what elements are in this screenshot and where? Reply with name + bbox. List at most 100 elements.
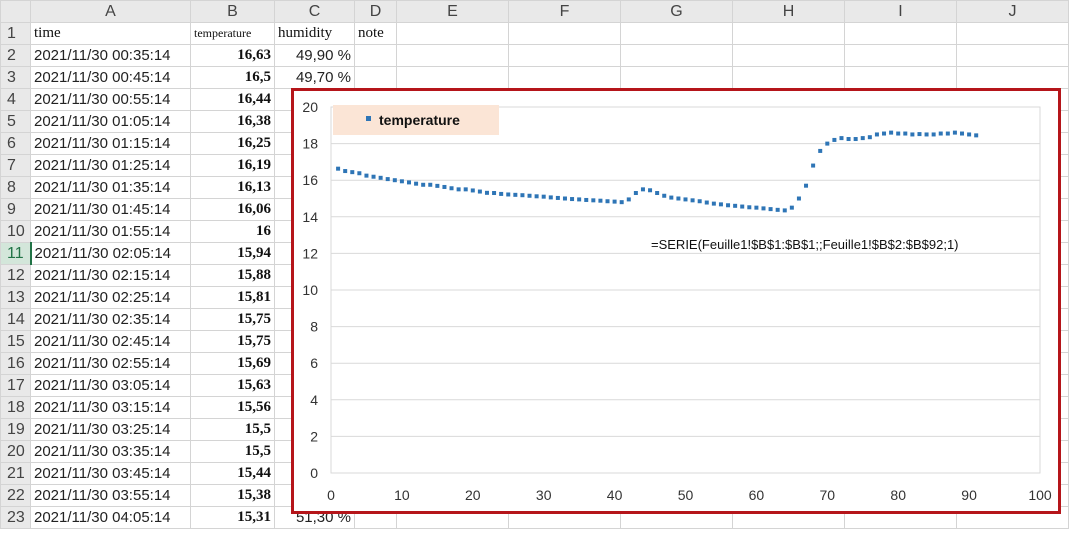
empty-cell[interactable]: [956, 66, 1069, 89]
row-header[interactable]: 15: [0, 330, 31, 353]
data-point[interactable]: [846, 137, 851, 142]
data-point[interactable]: [768, 207, 773, 212]
data-point[interactable]: [336, 166, 341, 171]
data-point[interactable]: [903, 131, 908, 136]
cell-temperature[interactable]: 15,69: [190, 352, 275, 375]
empty-cell[interactable]: [732, 44, 845, 67]
empty-cell[interactable]: [956, 22, 1069, 45]
cell-temperature[interactable]: 15,75: [190, 330, 275, 353]
legend[interactable]: [333, 105, 499, 135]
data-point[interactable]: [867, 135, 872, 140]
data-point[interactable]: [761, 206, 766, 211]
row-header[interactable]: 11: [0, 242, 32, 265]
data-point[interactable]: [414, 181, 419, 186]
column-header-f[interactable]: F: [508, 0, 621, 23]
empty-cell[interactable]: [956, 44, 1069, 67]
cell-time[interactable]: 2021/11/30 03:55:14: [30, 484, 191, 507]
data-point[interactable]: [804, 183, 809, 188]
data-point[interactable]: [917, 132, 922, 137]
row-header[interactable]: 3: [0, 66, 31, 89]
data-point[interactable]: [704, 200, 709, 205]
data-point[interactable]: [492, 191, 497, 196]
data-point[interactable]: [598, 198, 603, 203]
cell-time[interactable]: 2021/11/30 02:35:14: [30, 308, 191, 331]
data-point[interactable]: [357, 171, 362, 176]
row-header[interactable]: 13: [0, 286, 31, 309]
data-point[interactable]: [832, 137, 837, 142]
empty-cell[interactable]: [354, 66, 397, 89]
data-point[interactable]: [789, 205, 794, 210]
data-point[interactable]: [442, 184, 447, 189]
cell-temperature[interactable]: 16,38: [190, 110, 275, 133]
empty-cell[interactable]: [844, 22, 957, 45]
cell-time[interactable]: 2021/11/30 01:25:14: [30, 154, 191, 177]
empty-cell[interactable]: [396, 22, 509, 45]
cell-temperature[interactable]: 15,44: [190, 462, 275, 485]
row-header[interactable]: 10: [0, 220, 31, 243]
row-header[interactable]: 8: [0, 176, 31, 199]
row-header[interactable]: 7: [0, 154, 31, 177]
data-point[interactable]: [619, 200, 624, 205]
cell-note-header[interactable]: note: [354, 22, 397, 45]
column-header-e[interactable]: E: [396, 0, 509, 23]
cell-temperature[interactable]: 15,38: [190, 484, 275, 507]
row-header[interactable]: 22: [0, 484, 31, 507]
cell-time[interactable]: 2021/11/30 00:35:14: [30, 44, 191, 67]
cell-temperature[interactable]: 16,06: [190, 198, 275, 221]
empty-cell[interactable]: [620, 22, 733, 45]
data-point[interactable]: [640, 187, 645, 192]
data-point[interactable]: [669, 195, 674, 200]
cell-temperature[interactable]: 16,5: [190, 66, 275, 89]
cell-temperature[interactable]: 15,56: [190, 396, 275, 419]
data-point[interactable]: [711, 201, 716, 206]
data-point[interactable]: [853, 137, 858, 142]
cell-time[interactable]: 2021/11/30 00:45:14: [30, 66, 191, 89]
empty-cell[interactable]: [844, 44, 957, 67]
data-point[interactable]: [584, 197, 589, 202]
row-header[interactable]: 1: [0, 22, 31, 45]
data-point[interactable]: [931, 132, 936, 137]
column-header-h[interactable]: H: [732, 0, 845, 23]
cell-temperature[interactable]: 16,44: [190, 88, 275, 111]
column-header-g[interactable]: G: [620, 0, 733, 23]
empty-cell[interactable]: [732, 22, 845, 45]
row-header[interactable]: 4: [0, 88, 31, 111]
cell-temperature[interactable]: 16,63: [190, 44, 275, 67]
data-point[interactable]: [626, 197, 631, 202]
data-point[interactable]: [612, 199, 617, 204]
empty-cell[interactable]: [508, 66, 621, 89]
data-point[interactable]: [718, 202, 723, 207]
data-point[interactable]: [690, 198, 695, 203]
cell-time[interactable]: 2021/11/30 02:55:14: [30, 352, 191, 375]
data-point[interactable]: [782, 208, 787, 213]
cell-temperature[interactable]: 15,5: [190, 440, 275, 463]
row-header[interactable]: 14: [0, 308, 31, 331]
cell-humidity-header[interactable]: humidity: [274, 22, 355, 45]
row-header[interactable]: 20: [0, 440, 31, 463]
data-point[interactable]: [952, 130, 957, 135]
cell-time[interactable]: 2021/11/30 01:15:14: [30, 132, 191, 155]
cell-time[interactable]: 2021/11/30 02:05:14: [30, 242, 191, 265]
data-point[interactable]: [527, 193, 532, 198]
data-point[interactable]: [449, 186, 454, 191]
data-point[interactable]: [733, 203, 738, 208]
cell-time[interactable]: 2021/11/30 03:45:14: [30, 462, 191, 485]
data-point[interactable]: [775, 207, 780, 212]
data-point[interactable]: [648, 188, 653, 193]
row-header[interactable]: 9: [0, 198, 31, 221]
data-point[interactable]: [910, 132, 915, 137]
row-header[interactable]: 17: [0, 374, 31, 397]
cell-humidity[interactable]: 49,70 %: [274, 66, 355, 89]
data-point[interactable]: [662, 193, 667, 198]
data-point[interactable]: [463, 187, 468, 192]
data-point[interactable]: [435, 183, 440, 188]
chart-object[interactable]: 0 2 4 6 8 10 12 14 16 18 20 0 10 20 30 40 50 60 70 80 90 100 t…: [291, 88, 1061, 514]
data-point[interactable]: [605, 199, 610, 204]
data-point[interactable]: [633, 191, 638, 196]
cell-time[interactable]: 2021/11/30 03:35:14: [30, 440, 191, 463]
cell-time[interactable]: 2021/11/30 03:15:14: [30, 396, 191, 419]
row-header[interactable]: 16: [0, 352, 31, 375]
cell-temperature[interactable]: 16,19: [190, 154, 275, 177]
data-point[interactable]: [747, 205, 752, 210]
row-header[interactable]: 19: [0, 418, 31, 441]
